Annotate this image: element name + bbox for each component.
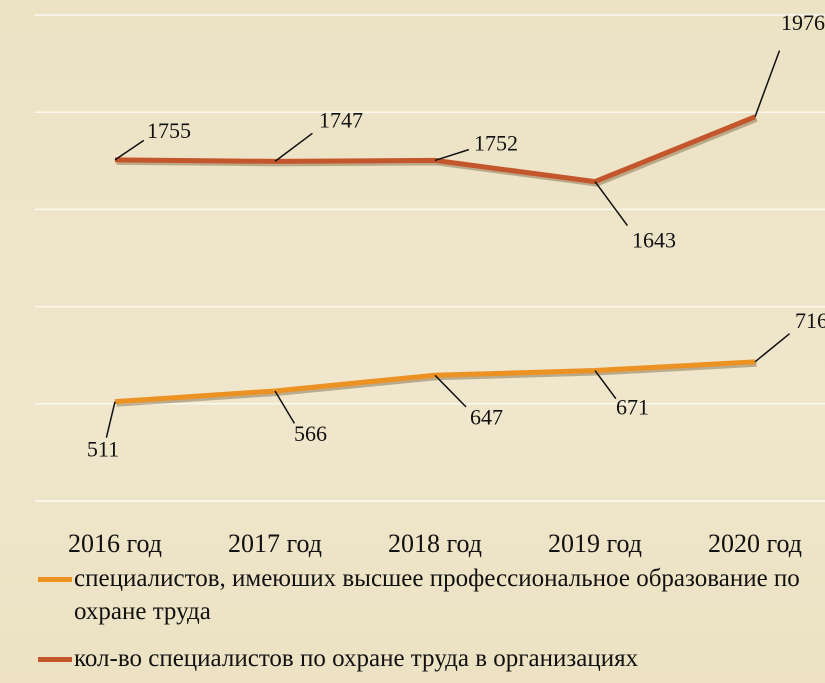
leader-line [594,181,629,226]
data-label: 1755 [147,118,191,143]
leader-line [114,139,145,161]
series-line [114,114,756,185]
leader-line [594,370,617,400]
legend-swatch [38,577,72,582]
leader-line [105,401,116,438]
data-label: 1976 [781,10,825,35]
data-label: 716 [795,308,825,333]
x-tick-label: 2018 год [388,529,482,558]
data-label: 1752 [474,130,518,155]
legend-swatch [38,657,72,662]
data-label: 1747 [319,107,363,132]
series-line [114,359,756,405]
legend-item: специалистов, имеюших высшее профессиона… [0,562,819,628]
legend: специалистов, имеюших высшее профессиона… [0,562,825,675]
x-tick-label: 2017 год [228,529,322,558]
data-label: 647 [470,404,503,429]
data-label: 511 [87,437,119,462]
leader-line [434,374,467,408]
x-tick-label: 2019 год [548,529,642,558]
legend-item: кол-во специалистов по охране труда в ор… [0,642,819,675]
data-label: 566 [294,421,327,446]
x-tick-label: 2020 год [708,529,802,558]
line-shadow [116,116,758,187]
leader-line [434,148,470,162]
data-label: 671 [616,395,649,420]
data-label: 1643 [632,228,676,253]
x-tick-label: 2016 год [68,529,162,558]
line-shadow [116,360,757,407]
leader-line [274,132,313,162]
leader-line [274,390,296,424]
leader-line [754,50,781,118]
leader-line [754,333,791,363]
legend-label: специалистов, имеюших высшее профессиона… [74,565,800,625]
legend-label: кол-во специалистов по охране труда в ор… [74,645,639,672]
